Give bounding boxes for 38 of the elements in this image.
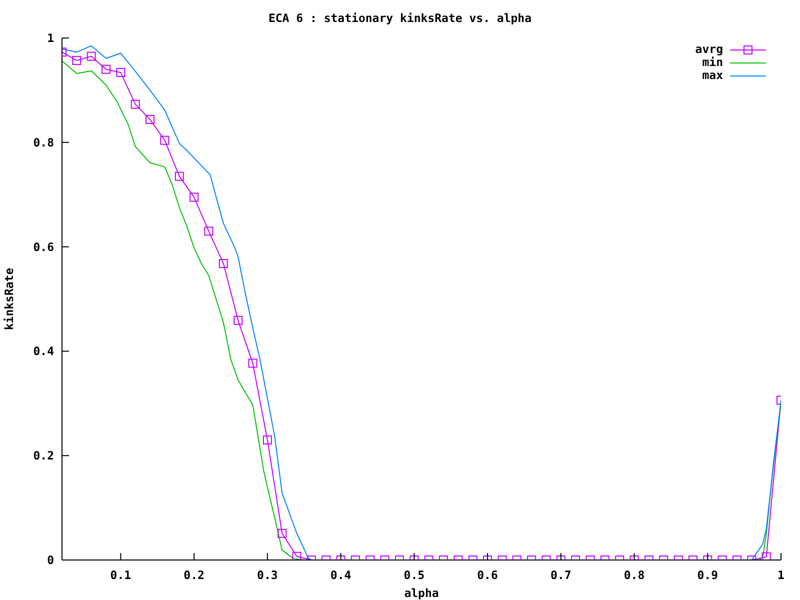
point	[146, 114, 155, 124]
x-tick-label: 0.5	[404, 568, 425, 582]
x-tick-label: 0.3	[257, 568, 278, 582]
x-tick-label: 0.9	[697, 568, 718, 582]
y-tick-label: 1	[47, 31, 54, 45]
y-tick-label: 0.6	[33, 240, 54, 254]
point	[72, 56, 82, 65]
point	[262, 435, 272, 444]
x-tick-label: 1	[778, 568, 785, 582]
legend-label: avrg	[695, 42, 723, 56]
point	[160, 136, 170, 145]
point	[130, 100, 140, 109]
point	[248, 358, 258, 368]
y-axis-title: kinksRate	[2, 268, 16, 330]
point	[174, 172, 184, 181]
x-tick-label: 0.2	[184, 568, 204, 582]
y-tick-label: 0	[47, 553, 54, 567]
x-tick-label: 0.4	[330, 568, 352, 582]
chart-title: ECA 6 : stationary kinksRate vs. alpha	[267, 11, 533, 25]
point	[116, 68, 126, 77]
y-tick-label: 0.2	[33, 448, 54, 463]
y-tick-label: 0.4	[33, 344, 54, 358]
y-tick-label: 0.8	[33, 135, 54, 150]
x-tick-label: 0.7	[550, 568, 572, 582]
point	[102, 64, 111, 74]
point	[234, 316, 243, 325]
legend-label: min	[702, 55, 723, 69]
point	[762, 552, 771, 560]
legend-label: max	[702, 68, 723, 82]
x-tick-label: 0.8	[624, 568, 645, 582]
x-tick-label: 0.6	[477, 568, 498, 582]
point	[204, 226, 214, 236]
point	[190, 192, 199, 202]
point	[292, 552, 302, 560]
point	[86, 52, 96, 61]
point	[218, 259, 228, 268]
x-tick-label: 0.1	[110, 568, 132, 582]
x-axis-title: alpha	[404, 586, 439, 600]
